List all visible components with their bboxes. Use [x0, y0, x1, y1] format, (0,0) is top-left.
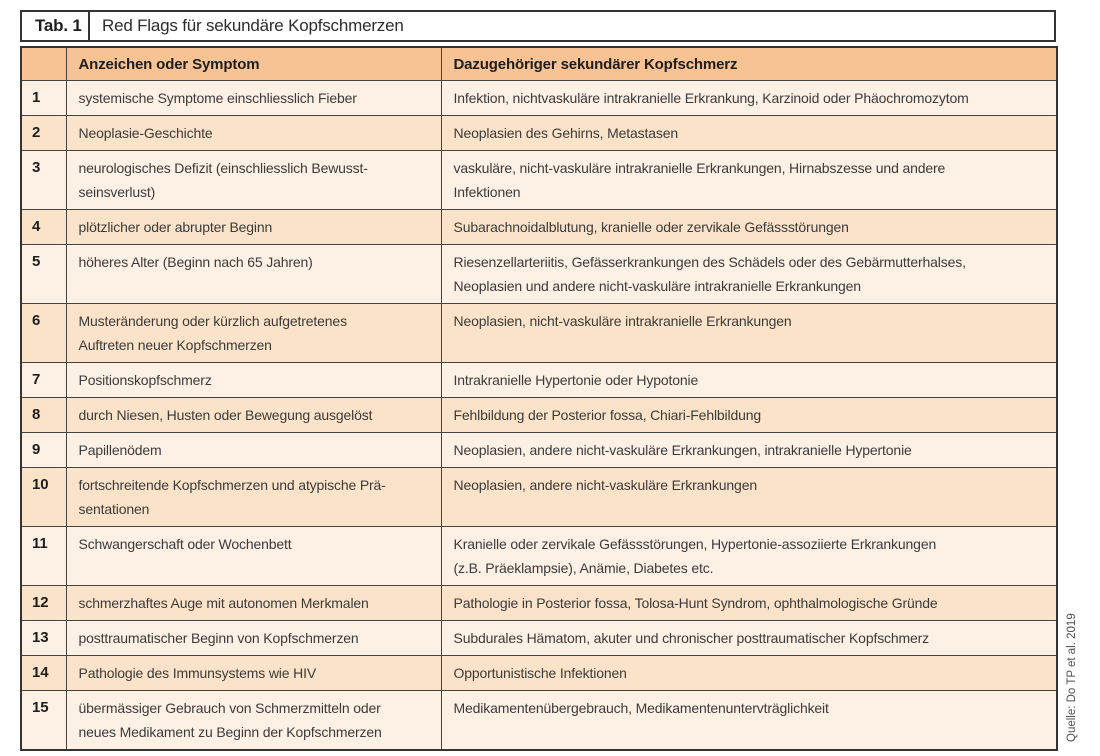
table-row: 9 Papillenödem Neoplasien, andere nicht-va… — [20, 432, 1058, 468]
table-row: 15 übermässiger Gebrauch von Schmerzmitte… — [20, 690, 1058, 751]
symptom-cell: Pathologie des Immunsystems wie HIV — [65, 655, 442, 691]
headache-cell: Neoplasien, andere nicht-vaskuläre Erkra… — [440, 432, 1058, 468]
row-number: 10 — [20, 467, 67, 527]
source-credit: Quelle: Do TP et al. 2019 — [1066, 613, 1078, 742]
symptom-cell: schmerzhaftes Auge mit autonomen Merkmal… — [65, 585, 442, 621]
symptom-cell: systemische Symptome einschliesslich Fie… — [65, 80, 442, 116]
row-number: 6 — [20, 303, 67, 363]
symptom-cell: höheres Alter (Beginn nach 65 Jahren) — [65, 244, 442, 304]
table-body: 1 systemische Symptome einschliesslich Fi… — [20, 80, 1058, 751]
symptom-cell: Papillenödem — [65, 432, 442, 468]
table-row: 3 neurologisches Defizit (einschliesslich… — [20, 150, 1058, 210]
headache-cell: Riesenzellarteriitis, Gefässerkrankungen… — [440, 244, 1058, 304]
symptom-cell: Neoplasie-Geschichte — [65, 115, 442, 151]
table-row: 7 Positionskopfschmerz Intrakranielle Hype… — [20, 362, 1058, 398]
row-number: 4 — [20, 209, 67, 245]
table-row: 6 Musteränderung oder kürzlich aufgetrete… — [20, 303, 1058, 363]
symptom-cell: übermässiger Gebrauch von Schmerzmitteln… — [65, 690, 442, 751]
headache-cell: Neoplasien des Gehirns, Metastasen — [440, 115, 1058, 151]
table-row: 11 Schwangerschaft oder Wochenbett Kraniel… — [20, 526, 1058, 586]
row-number: 5 — [20, 244, 67, 304]
table-row: 5 höheres Alter (Beginn nach 65 Jahren) Ri… — [20, 244, 1058, 304]
header-row: Anzeichen oder Symptom Dazugehöriger sek… — [20, 46, 1058, 81]
table-row: 2 Neoplasie-Geschichte Neoplasien des Gehi… — [20, 115, 1058, 151]
headache-cell: Subdurales Hämatom, akuter und chronisch… — [440, 620, 1058, 656]
symptom-cell: durch Niesen, Husten oder Bewegung ausge… — [65, 397, 442, 433]
row-number: 8 — [20, 397, 67, 433]
symptom-cell: Schwangerschaft oder Wochenbett — [65, 526, 442, 586]
headache-cell: Infektion, nichtvaskuläre intrakranielle… — [440, 80, 1058, 116]
symptom-cell: neurologisches Defizit (einschliesslich … — [65, 150, 442, 210]
symptom-cell: Positionskopfschmerz — [65, 362, 442, 398]
table-row: 14 Pathologie des Immunsystems wie HIV Opp… — [20, 655, 1058, 691]
headache-cell: Pathologie in Posterior fossa, Tolosa-Hu… — [440, 585, 1058, 621]
headache-cell: Fehlbildung der Posterior fossa, Chiari-… — [440, 397, 1058, 433]
headache-cell: Neoplasien, nicht-vaskuläre intrakraniel… — [440, 303, 1058, 363]
red-flags-table: Anzeichen oder Symptom Dazugehöriger sek… — [20, 46, 1058, 751]
row-number: 9 — [20, 432, 67, 468]
table-row: 10 fortschreitende Kopfschmerzen und atyp… — [20, 467, 1058, 527]
header-number-cell — [20, 46, 67, 81]
header-symptom: Anzeichen oder Symptom — [65, 46, 442, 81]
row-number: 12 — [20, 585, 67, 621]
table-row: 4 plötzlicher oder abrupter Beginn Subarac… — [20, 209, 1058, 245]
row-number: 11 — [20, 526, 67, 586]
headache-cell: Opportunistische Infektionen — [440, 655, 1058, 691]
header-headache: Dazugehöriger sekundärer Kopfschmerz — [440, 46, 1058, 81]
table-row: 12 schmerzhaftes Auge mit autonomen Merkm… — [20, 585, 1058, 621]
symptom-cell: posttraumatischer Beginn von Kopfschmerz… — [65, 620, 442, 656]
table-row: 8 durch Niesen, Husten oder Bewegung ausg… — [20, 397, 1058, 433]
row-number: 1 — [20, 80, 67, 116]
row-number: 13 — [20, 620, 67, 656]
row-number: 3 — [20, 150, 67, 210]
row-number: 7 — [20, 362, 67, 398]
row-number: 14 — [20, 655, 67, 691]
headache-cell: Medikamentenübergebrauch, Medikamentenun… — [440, 690, 1058, 751]
table-title-bar: Tab. 1 Red Flags für sekundäre Kopfschme… — [20, 10, 1056, 42]
row-number: 15 — [20, 690, 67, 751]
table-title: Red Flags für sekundäre Kopfschmerzen — [102, 16, 404, 35]
headache-cell: Kranielle oder zervikale Gefässstörungen… — [440, 526, 1058, 586]
table-row: 13 posttraumatischer Beginn von Kopfschme… — [20, 620, 1058, 656]
symptom-cell: plötzlicher oder abrupter Beginn — [65, 209, 442, 245]
table-row: 1 systemische Symptome einschliesslich Fi… — [20, 80, 1058, 116]
symptom-cell: fortschreitende Kopfschmerzen und atypis… — [65, 467, 442, 527]
headache-cell: vaskuläre, nicht-vaskuläre intrakraniell… — [440, 150, 1058, 210]
table-label: Tab. 1 — [22, 12, 90, 40]
symptom-cell: Musteränderung oder kürzlich aufgetreten… — [65, 303, 442, 363]
row-number: 2 — [20, 115, 67, 151]
headache-cell: Subarachnoidalblutung, kranielle oder ze… — [440, 209, 1058, 245]
headache-cell: Neoplasien, andere nicht-vaskuläre Erkra… — [440, 467, 1058, 527]
headache-cell: Intrakranielle Hypertonie oder Hypotonie — [440, 362, 1058, 398]
